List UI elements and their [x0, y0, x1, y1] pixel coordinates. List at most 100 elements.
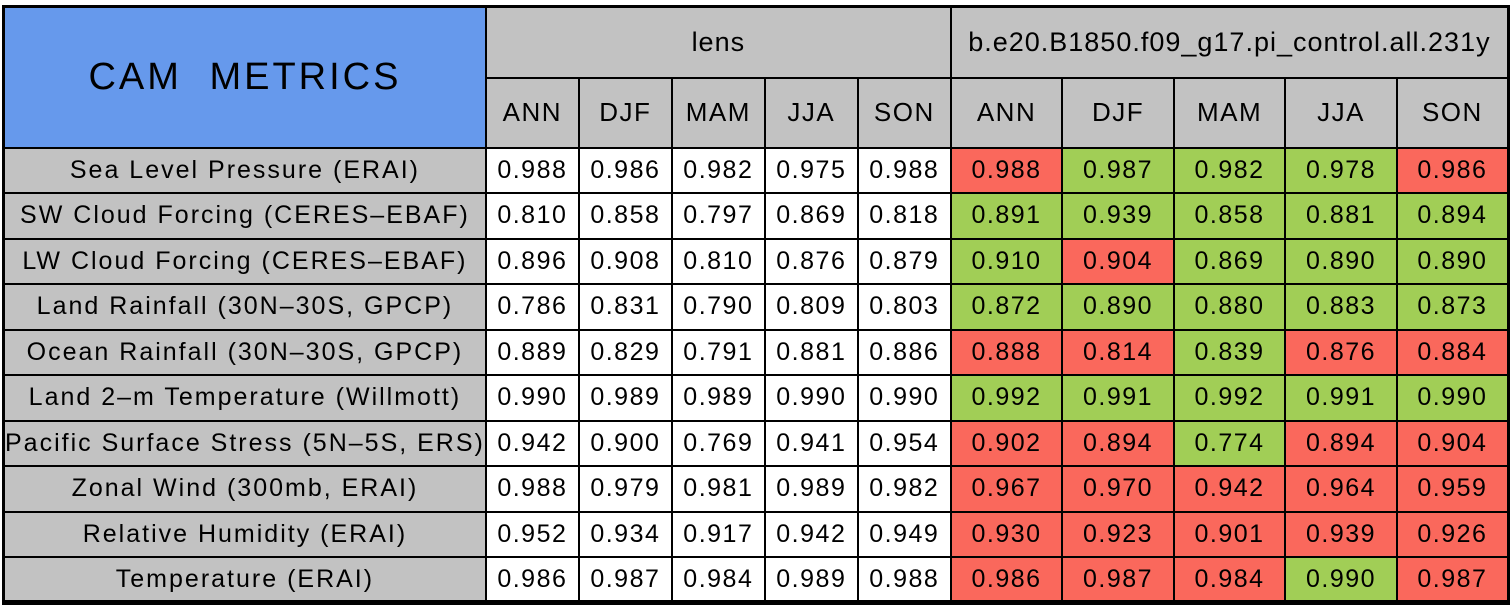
lens-value-cell: 0.791: [670, 328, 766, 376]
table-title: CAM METRICS: [88, 55, 402, 98]
metric-label-cell: Land 2–m Temperature (Willmott): [2, 374, 487, 422]
metric-row: Zonal Wind (300mb, ERAI) 0.988 0.979 0.981 0…: [2, 465, 1510, 513]
lens-value-cell: 0.889: [484, 328, 580, 376]
lens-value-cell: 0.986: [484, 556, 580, 604]
control-value-cell: 0.904: [1061, 237, 1175, 285]
group-label-lens: lens: [691, 26, 746, 57]
season-header-ann: ANN: [949, 76, 1064, 149]
control-value-cell: 0.901: [1172, 510, 1287, 558]
control-value-cell: 0.986: [1395, 146, 1510, 194]
metric-row: Relative Humidity (ERAI) 0.952 0.934 0.917 0…: [2, 510, 1510, 558]
metric-label: Pacific Surface Stress (5N–5S, ERS): [5, 428, 485, 457]
lens-value-cell: 0.941: [763, 419, 859, 467]
lens-value-cell: 0.809: [763, 283, 859, 331]
lens-value-cell: 0.989: [577, 374, 673, 422]
metric-row: Land 2–m Temperature (Willmott) 0.990 0.98…: [2, 374, 1510, 422]
metrics-tbody: Sea Level Pressure (ERAI) 0.988 0.986 0.982…: [2, 146, 1510, 604]
control-value-cell: 0.904: [1395, 419, 1510, 467]
metric-label-cell: Pacific Surface Stress (5N–5S, ERS): [2, 419, 487, 467]
metric-label: Land Rainfall (30N–30S, GPCP): [36, 292, 454, 321]
metric-label: LW Cloud Forcing (CERES–EBAF): [22, 246, 468, 275]
control-value-cell: 0.890: [1395, 237, 1510, 285]
lens-value-cell: 0.989: [670, 374, 766, 422]
lens-value-cell: 0.858: [577, 192, 673, 240]
control-value-cell: 0.991: [1284, 374, 1398, 422]
lens-value-cell: 0.908: [577, 237, 673, 285]
control-value-cell: 0.894: [1395, 192, 1510, 240]
lens-value-cell: 0.988: [856, 146, 952, 194]
control-value-cell: 0.883: [1284, 283, 1398, 331]
metric-label: Zonal Wind (300mb, ERAI): [71, 474, 419, 503]
lens-value-cell: 0.954: [856, 419, 952, 467]
group-label-control-run: b.e20.B1850.f09_g17.pi_control.all.231y: [968, 26, 1491, 57]
lens-value-cell: 0.797: [670, 192, 766, 240]
lens-value-cell: 0.975: [763, 146, 859, 194]
control-value-cell: 0.891: [949, 192, 1064, 240]
lens-value-cell: 0.769: [670, 419, 766, 467]
lens-value-cell: 0.981: [670, 465, 766, 513]
control-value-cell: 0.894: [1061, 419, 1175, 467]
lens-value-cell: 0.942: [484, 419, 580, 467]
lens-value-cell: 0.979: [577, 465, 673, 513]
metric-label: Ocean Rainfall (30N–30S, GPCP): [26, 337, 464, 366]
metric-label: Sea Level Pressure (ERAI): [69, 155, 420, 184]
control-value-cell: 0.873: [1395, 283, 1510, 331]
lens-value-cell: 0.942: [763, 510, 859, 558]
control-value-cell: 0.939: [1284, 510, 1398, 558]
metric-label-cell: LW Cloud Forcing (CERES–EBAF): [2, 237, 487, 285]
lens-value-cell: 0.900: [577, 419, 673, 467]
lens-value-cell: 0.986: [577, 146, 673, 194]
lens-value-cell: 0.786: [484, 283, 580, 331]
control-value-cell: 0.959: [1395, 465, 1510, 513]
metric-label-cell: Temperature (ERAI): [2, 556, 487, 604]
lens-value-cell: 0.988: [484, 465, 580, 513]
control-value-cell: 0.774: [1172, 419, 1287, 467]
control-value-cell: 0.858: [1172, 192, 1287, 240]
metric-label: SW Cloud Forcing (CERES–EBAF): [20, 201, 470, 230]
lens-value-cell: 0.790: [670, 283, 766, 331]
control-value-cell: 0.990: [1395, 374, 1510, 422]
lens-value-cell: 0.949: [856, 510, 952, 558]
metric-row: Temperature (ERAI) 0.986 0.987 0.984 0.989 0.…: [2, 556, 1510, 604]
lens-value-cell: 0.818: [856, 192, 952, 240]
control-value-cell: 0.987: [1061, 146, 1175, 194]
control-value-cell: 0.881: [1284, 192, 1398, 240]
lens-value-cell: 0.829: [577, 328, 673, 376]
control-value-cell: 0.926: [1395, 510, 1510, 558]
metric-row: Sea Level Pressure (ERAI) 0.988 0.986 0.982…: [2, 146, 1510, 194]
control-value-cell: 0.814: [1061, 328, 1175, 376]
control-value-cell: 0.839: [1172, 328, 1287, 376]
control-value-cell: 0.910: [949, 237, 1064, 285]
season-header-ann: ANN: [484, 76, 580, 149]
metric-row: Pacific Surface Stress (5N–5S, ERS) 0.942…: [2, 419, 1510, 467]
metric-row: SW Cloud Forcing (CERES–EBAF) 0.810 0.858 0…: [2, 192, 1510, 240]
metric-row: Ocean Rainfall (30N–30S, GPCP) 0.889 0.829…: [2, 328, 1510, 376]
lens-value-cell: 0.876: [763, 237, 859, 285]
cam-metrics-table: CAM METRICS lens b.e20.B1850.f09_g17.pi_…: [2, 5, 1510, 605]
lens-value-cell: 0.988: [484, 146, 580, 194]
metric-label-cell: Sea Level Pressure (ERAI): [2, 146, 487, 194]
metric-label-cell: Relative Humidity (ERAI): [2, 510, 487, 558]
lens-value-cell: 0.952: [484, 510, 580, 558]
control-value-cell: 0.888: [949, 328, 1064, 376]
control-value-cell: 0.890: [1284, 237, 1398, 285]
control-value-cell: 0.991: [1061, 374, 1175, 422]
metric-row: LW Cloud Forcing (CERES–EBAF) 0.896 0.908 0…: [2, 237, 1510, 285]
control-value-cell: 0.982: [1172, 146, 1287, 194]
control-value-cell: 0.890: [1061, 283, 1175, 331]
metric-row: Land Rainfall (30N–30S, GPCP) 0.786 0.831 0…: [2, 283, 1510, 331]
lens-value-cell: 0.869: [763, 192, 859, 240]
control-value-cell: 0.988: [949, 146, 1064, 194]
control-value-cell: 0.884: [1395, 328, 1510, 376]
season-header-jja: JJA: [1284, 76, 1398, 149]
metric-label-cell: SW Cloud Forcing (CERES–EBAF): [2, 192, 487, 240]
control-value-cell: 0.939: [1061, 192, 1175, 240]
season-header-djf: DJF: [577, 76, 673, 149]
control-value-cell: 0.930: [949, 510, 1064, 558]
control-value-cell: 0.978: [1284, 146, 1398, 194]
group-header-control-run: b.e20.B1850.f09_g17.pi_control.all.231y: [949, 5, 1510, 79]
lens-value-cell: 0.989: [763, 556, 859, 604]
metric-label: Land 2–m Temperature (Willmott): [28, 383, 462, 412]
control-value-cell: 0.967: [949, 465, 1064, 513]
